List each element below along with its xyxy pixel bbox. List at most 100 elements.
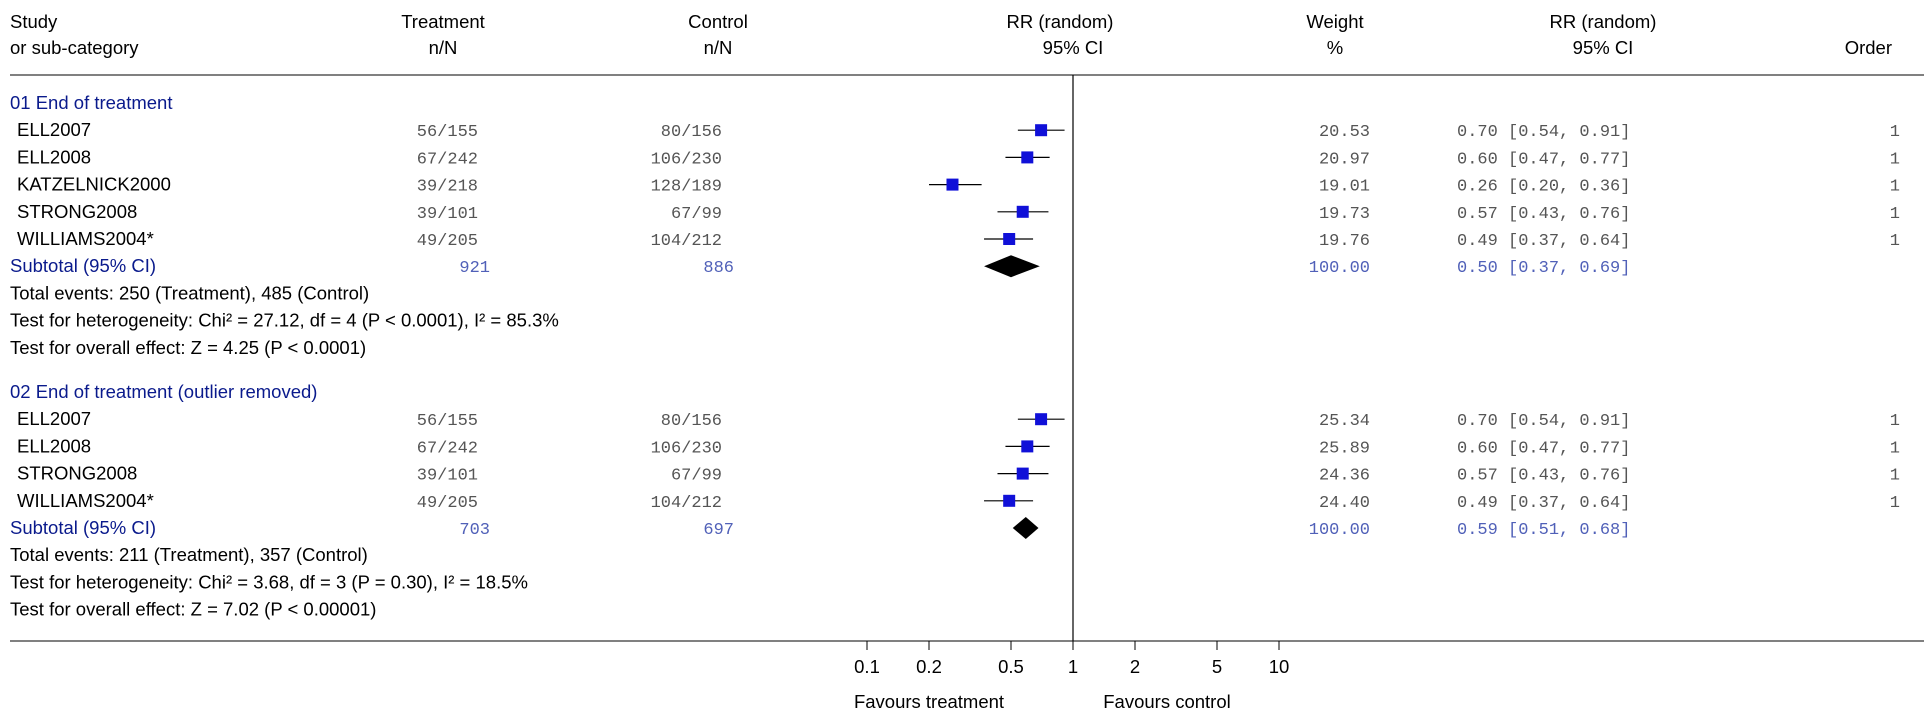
subtotal-treatment: 703 — [459, 521, 490, 540]
study-name: ELL2007 — [17, 119, 91, 140]
study-order: 1 — [1890, 205, 1900, 224]
effect-square — [1021, 440, 1034, 453]
treatment-events: 39/101 — [417, 467, 478, 486]
x-tick-label: 10 — [1269, 656, 1290, 677]
study-rows: 01 End of treatment ELL2007 56/155 80/156 20… — [10, 92, 1900, 620]
study-order: 1 — [1890, 123, 1900, 142]
study-order: 1 — [1890, 232, 1900, 251]
effect-square — [1016, 205, 1029, 218]
control-events: 106/230 — [651, 150, 722, 169]
study-order: 1 — [1890, 467, 1900, 486]
subgroup-stat: Test for heterogeneity: Chi² = 27.12, df… — [10, 310, 559, 331]
study-rr-ci: 0.49 [0.37, 0.64] — [1457, 494, 1630, 513]
subgroup-stat: Test for overall effect: Z = 4.25 (P < 0… — [10, 337, 366, 358]
pooled-diamond — [984, 255, 1040, 278]
control-events: 106/230 — [651, 439, 722, 458]
x-tick-label: 0.2 — [916, 656, 942, 677]
header-rr-text: RR (random) — [1550, 11, 1657, 32]
study-rr-ci: 0.60 [0.47, 0.77] — [1457, 439, 1630, 458]
study-order: 1 — [1890, 412, 1900, 431]
study-name: ELL2008 — [17, 146, 91, 167]
effect-square — [1003, 233, 1016, 245]
effect-marks — [929, 124, 1065, 539]
study-order: 1 — [1890, 150, 1900, 169]
subtotal-control: 886 — [703, 259, 734, 278]
header-control: Control — [688, 11, 748, 32]
study-order: 1 — [1890, 178, 1900, 197]
treatment-events: 39/101 — [417, 205, 478, 224]
study-rr-ci: 0.57 [0.43, 0.76] — [1457, 467, 1630, 486]
study-weight: 25.34 — [1319, 412, 1370, 431]
effect-square — [1035, 124, 1048, 137]
study-name: WILLIAMS2004* — [17, 228, 154, 249]
column-headers: Study or sub-category Treatment n/N Cont… — [10, 11, 1892, 58]
study-name: KATZELNICK2000 — [17, 174, 171, 195]
treatment-events: 67/242 — [417, 150, 478, 169]
study-weight: 20.97 — [1319, 150, 1370, 169]
study-order: 1 — [1890, 439, 1900, 458]
effect-square — [1003, 494, 1016, 507]
control-events: 104/212 — [651, 232, 722, 251]
subtotal-label: Subtotal (95% CI) — [10, 255, 156, 276]
study-weight: 20.53 — [1319, 123, 1370, 142]
control-events: 80/156 — [661, 412, 722, 431]
subtotal-treatment: 921 — [459, 259, 490, 278]
effect-square — [1021, 151, 1034, 164]
header-control-sub: n/N — [704, 37, 733, 58]
subgroup-stat: Test for heterogeneity: Chi² = 3.68, df … — [10, 571, 528, 592]
subgroup-title: 01 End of treatment — [10, 92, 173, 113]
header-order: Order — [1845, 37, 1892, 58]
treatment-events: 49/205 — [417, 494, 478, 513]
subtotal-label: Subtotal (95% CI) — [10, 517, 156, 538]
x-tick-label: 2 — [1130, 656, 1140, 677]
study-rr-ci: 0.70 [0.54, 0.91] — [1457, 123, 1630, 142]
header-rr-plot-ci: 95% CI — [1043, 37, 1104, 58]
study-name: WILLIAMS2004* — [17, 490, 154, 511]
study-rr-ci: 0.60 [0.47, 0.77] — [1457, 150, 1630, 169]
x-axis-ticks: 0.1 0.2 0.5 1 2 5 10 — [854, 641, 1289, 677]
treatment-events: 56/155 — [417, 123, 478, 142]
study-name: ELL2007 — [17, 408, 91, 429]
treatment-events: 56/155 — [417, 412, 478, 431]
subtotal-rr-ci: 0.50 [0.37, 0.69] — [1457, 259, 1630, 278]
subtotal-weight: 100.00 — [1309, 259, 1370, 278]
study-rr-ci: 0.26 [0.20, 0.36] — [1457, 178, 1630, 197]
subtotal-weight: 100.00 — [1309, 521, 1370, 540]
control-events: 80/156 — [661, 123, 722, 142]
subgroup-stat: Total events: 211 (Treatment), 357 (Cont… — [10, 544, 368, 565]
treatment-events: 49/205 — [417, 232, 478, 251]
effect-square — [946, 178, 959, 191]
x-axis: 0.1 0.2 0.5 1 2 5 10 Favours treatment Favours… — [854, 641, 1289, 712]
favours-control-label: Favours control — [1103, 691, 1231, 712]
study-weight: 25.89 — [1319, 439, 1370, 458]
header-rr-text-ci: 95% CI — [1573, 37, 1634, 58]
header-treatment-sub: n/N — [429, 37, 458, 58]
effect-square — [1035, 413, 1048, 426]
study-weight: 19.01 — [1319, 178, 1370, 197]
header-study-sub: or sub-category — [10, 37, 139, 58]
control-events: 67/99 — [671, 205, 722, 224]
pooled-diamond — [1012, 517, 1039, 539]
treatment-events: 39/218 — [417, 178, 478, 197]
subgroup-title: 02 End of treatment (outlier removed) — [10, 381, 317, 402]
study-weight: 24.36 — [1319, 467, 1370, 486]
study-rr-ci: 0.49 [0.37, 0.64] — [1457, 232, 1630, 251]
treatment-events: 67/242 — [417, 439, 478, 458]
study-rr-ci: 0.70 [0.54, 0.91] — [1457, 412, 1630, 431]
subgroup-stat: Total events: 250 (Treatment), 485 (Cont… — [10, 282, 369, 303]
study-name: STRONG2008 — [17, 201, 137, 222]
subtotal-control: 697 — [703, 521, 734, 540]
control-events: 128/189 — [651, 178, 722, 197]
effect-square — [1016, 467, 1029, 480]
favours-treatment-label: Favours treatment — [854, 691, 1004, 712]
control-events: 104/212 — [651, 494, 722, 513]
x-tick-label: 0.5 — [998, 656, 1024, 677]
study-weight: 19.73 — [1319, 205, 1370, 224]
header-study: Study — [10, 11, 58, 32]
control-events: 67/99 — [671, 467, 722, 486]
subgroup-stat: Test for overall effect: Z = 7.02 (P < 0… — [10, 599, 376, 620]
study-order: 1 — [1890, 494, 1900, 513]
x-tick-label: 1 — [1068, 656, 1078, 677]
subtotal-rr-ci: 0.59 [0.51, 0.68] — [1457, 521, 1630, 540]
